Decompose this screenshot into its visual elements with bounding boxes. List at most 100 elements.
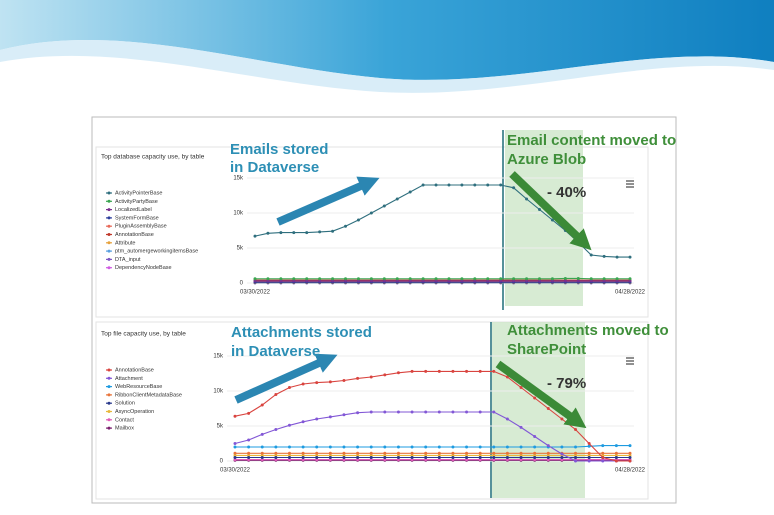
data-point <box>537 208 541 211</box>
data-point <box>465 369 469 373</box>
data-point <box>465 451 469 455</box>
data-point <box>410 451 414 455</box>
data-point <box>563 276 567 280</box>
data-point <box>247 445 251 449</box>
data-point <box>424 369 428 373</box>
data-point <box>315 417 319 421</box>
legend-label: ActivityPointerBase <box>115 190 162 196</box>
data-point <box>492 410 496 414</box>
data-point <box>512 277 516 281</box>
data-point <box>465 458 469 462</box>
y-tick-label: 15k <box>213 354 224 360</box>
data-point <box>550 279 554 283</box>
data-point <box>396 451 400 455</box>
data-point <box>574 453 578 457</box>
data-point <box>465 456 469 459</box>
y-tick-label: 0 <box>240 281 244 287</box>
data-point <box>460 183 464 187</box>
data-point <box>614 456 618 459</box>
data-point <box>546 456 550 459</box>
data-point <box>587 453 591 457</box>
legend-label: Contact <box>115 417 134 423</box>
data-point <box>328 415 332 419</box>
data-point <box>266 231 270 235</box>
legend-marker <box>107 241 111 245</box>
chart-title: Top file capacity use, by table <box>101 331 186 338</box>
data-point <box>233 456 237 459</box>
data-point <box>287 423 291 427</box>
annotation: Attachments moved to <box>507 322 669 339</box>
data-point <box>589 279 593 283</box>
data-point <box>519 386 523 389</box>
data-point <box>437 453 441 457</box>
data-point <box>589 277 593 281</box>
data-point <box>382 204 386 208</box>
arrow <box>276 176 380 226</box>
data-point <box>247 438 251 442</box>
data-point <box>492 369 496 373</box>
data-point <box>601 459 605 463</box>
data-point <box>486 279 490 283</box>
data-point <box>460 279 464 283</box>
legend-label: Mailbox <box>115 426 134 432</box>
data-point <box>287 453 291 457</box>
data-point <box>301 453 305 457</box>
data-point <box>233 451 237 455</box>
data-point <box>301 420 305 424</box>
data-point <box>589 253 593 257</box>
data-point <box>260 453 264 457</box>
data-point <box>628 277 632 281</box>
data-point <box>614 444 618 448</box>
legend-marker <box>107 208 111 212</box>
chart-title: Top database capacity use, by table <box>101 154 205 161</box>
data-point <box>287 456 291 459</box>
legend-label: AnnotationBase <box>115 367 154 373</box>
data-point <box>356 451 360 455</box>
data-point <box>525 277 529 281</box>
data-point <box>424 453 428 457</box>
data-point <box>408 279 412 283</box>
data-point <box>492 445 496 449</box>
data-point <box>437 451 441 455</box>
data-point <box>587 444 591 448</box>
data-point <box>331 277 335 281</box>
arrow <box>234 353 338 404</box>
data-point <box>287 386 291 389</box>
data-point <box>305 277 309 281</box>
data-point <box>587 459 591 463</box>
legend-marker <box>107 233 111 236</box>
data-point <box>437 456 441 459</box>
data-point <box>447 183 451 187</box>
data-point <box>344 277 348 281</box>
data-point <box>560 452 564 456</box>
data-point <box>576 276 580 280</box>
data-point <box>560 456 564 459</box>
data-point <box>410 456 414 459</box>
legend-label: AsyncOperation <box>115 409 154 415</box>
data-point <box>279 277 283 281</box>
data-point <box>356 279 360 283</box>
data-point <box>328 380 332 384</box>
data-point <box>396 371 400 375</box>
data-point <box>587 456 591 459</box>
data-point <box>628 451 632 455</box>
data-point <box>478 451 482 455</box>
data-point <box>451 410 455 414</box>
data-point <box>533 396 537 400</box>
data-point <box>465 445 469 449</box>
data-point <box>519 453 523 457</box>
data-point <box>369 453 373 457</box>
series-line <box>234 411 630 462</box>
data-point <box>421 277 425 281</box>
data-point <box>602 277 606 281</box>
legend-marker <box>107 368 111 372</box>
data-point <box>292 279 296 283</box>
data-point <box>492 456 496 459</box>
y-tick-label: 5k <box>237 246 244 252</box>
data-point <box>525 197 529 201</box>
data-point <box>274 428 278 431</box>
data-point <box>574 445 578 449</box>
data-point <box>301 445 305 449</box>
data-point <box>512 186 516 190</box>
